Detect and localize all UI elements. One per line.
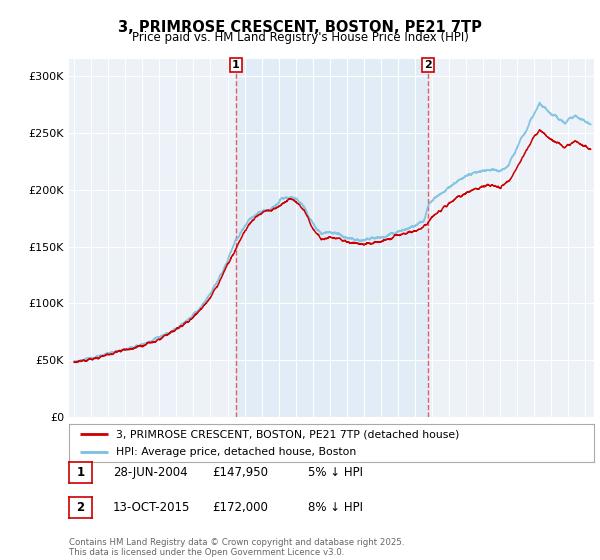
Text: Contains HM Land Registry data © Crown copyright and database right 2025.
This d: Contains HM Land Registry data © Crown c… xyxy=(69,538,404,557)
Text: £172,000: £172,000 xyxy=(212,501,268,514)
Bar xyxy=(236,59,428,417)
Text: 1: 1 xyxy=(76,466,85,479)
Text: HPI: Average price, detached house, Boston: HPI: Average price, detached house, Bost… xyxy=(116,447,356,457)
Text: 3, PRIMROSE CRESCENT, BOSTON, PE21 7TP (detached house): 3, PRIMROSE CRESCENT, BOSTON, PE21 7TP (… xyxy=(116,429,460,439)
Text: 2: 2 xyxy=(424,60,432,70)
Text: 2: 2 xyxy=(76,501,85,514)
Text: 1: 1 xyxy=(232,60,240,70)
Text: £147,950: £147,950 xyxy=(212,466,268,479)
Text: 5% ↓ HPI: 5% ↓ HPI xyxy=(308,466,363,479)
Text: 28-JUN-2004: 28-JUN-2004 xyxy=(113,466,187,479)
Text: 3, PRIMROSE CRESCENT, BOSTON, PE21 7TP: 3, PRIMROSE CRESCENT, BOSTON, PE21 7TP xyxy=(118,20,482,35)
Text: 13-OCT-2015: 13-OCT-2015 xyxy=(113,501,190,514)
Text: 8% ↓ HPI: 8% ↓ HPI xyxy=(308,501,363,514)
Text: Price paid vs. HM Land Registry's House Price Index (HPI): Price paid vs. HM Land Registry's House … xyxy=(131,31,469,44)
